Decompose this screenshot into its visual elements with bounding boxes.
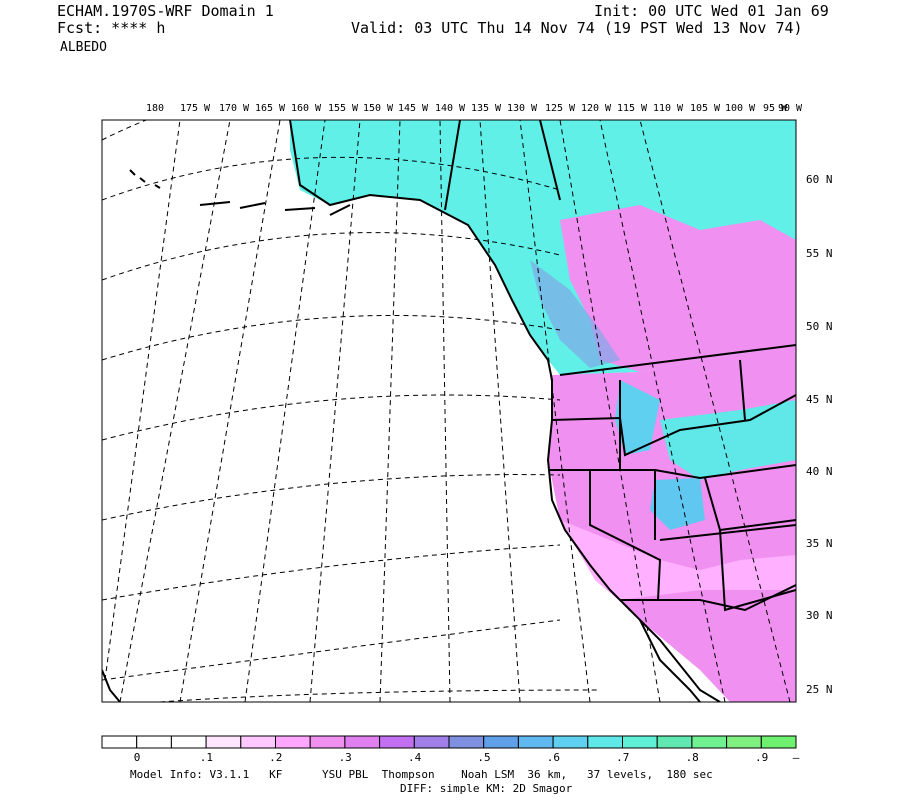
colorbar-label: .9: [754, 751, 769, 764]
colorbar-label: .7: [616, 751, 630, 764]
colorbar-cell: [622, 735, 658, 749]
coastline: [102, 120, 721, 702]
lat-label: 30 N: [806, 609, 833, 622]
colorbar-cell: [517, 735, 554, 749]
colorbar-label: .3: [338, 751, 352, 764]
land-prairie-magenta: [560, 205, 796, 372]
colorbar-label: –: [792, 751, 800, 764]
colorbar-cell: [656, 735, 693, 749]
lon-label: 170 W: [219, 103, 250, 114]
lat-label: 35 N: [806, 537, 833, 550]
lon-label: 135 W: [471, 103, 502, 114]
colorbar-label: .2: [269, 751, 283, 764]
lat-label: 40 N: [806, 465, 833, 478]
land-idaho-cyan: [615, 380, 660, 455]
lon-label: 90 W: [778, 103, 803, 114]
colorbar-label: .1: [199, 751, 214, 764]
colorbar-cell: [552, 735, 589, 749]
colorbar: [101, 735, 797, 749]
lat-label: 50 N: [806, 320, 833, 333]
lon-label: 180: [146, 103, 164, 114]
colorbar-cell: [205, 735, 242, 749]
colorbar-cell: [240, 735, 277, 749]
longitude-labels: 180 175 W 170 W 165 W 160 W 155 W 150 W 145 W 14…: [146, 103, 803, 114]
init-time: Init: 00 UTC Wed 01 Jan 69: [594, 2, 829, 20]
political-borders: [444, 120, 796, 612]
map-frame: [101, 119, 797, 703]
valid-time: Valid: 03 UTC Thu 14 Nov 74 (19 PST Wed …: [351, 19, 803, 37]
colorbar-cell: [379, 735, 415, 749]
colorbar-cell: [344, 735, 381, 749]
lon-label: 165 W: [255, 103, 286, 114]
graticule: [102, 120, 791, 702]
model-title: ECHAM.1970S-WRF Domain 1: [57, 2, 274, 20]
land-utah-cyan: [650, 478, 705, 530]
land-mexico: [620, 590, 796, 702]
lon-label: 95 W: [763, 103, 788, 114]
colorbar-cell: [760, 735, 797, 749]
lon-label: 140 W: [435, 103, 466, 114]
lon-label: 130 W: [507, 103, 538, 114]
colorbar-cell: [136, 735, 172, 749]
colorbar-label: .5: [477, 751, 491, 764]
lon-label: 125 W: [545, 103, 576, 114]
field-name: ALBEDO: [60, 40, 107, 55]
colorbar-label: 0: [133, 751, 141, 764]
lon-label: 100 W: [725, 103, 756, 114]
lon-label: 150 W: [363, 103, 394, 114]
lon-label: 145 W: [398, 103, 429, 114]
latitude-labels: 60 N 55 N 50 N 45 N 40 N 35 N 30 N 25 N: [806, 173, 833, 696]
lat-label: 25 N: [806, 683, 833, 696]
lat-label: 60 N: [806, 173, 833, 186]
colorbar-label: .8: [685, 751, 699, 764]
gulf-of-california: [640, 620, 730, 702]
lon-label: 110 W: [653, 103, 684, 114]
colorbar-label: .4: [407, 751, 422, 764]
colorbar-cell: [413, 735, 450, 749]
land-coastal-band: [530, 260, 620, 368]
colorbar-cell: [691, 735, 728, 749]
colorbar-cell: [275, 735, 311, 749]
lon-label: 115 W: [617, 103, 648, 114]
lon-label: 105 W: [690, 103, 721, 114]
lon-label: 160 W: [291, 103, 322, 114]
forecast-hour: Fcst: **** h: [57, 19, 166, 37]
lat-label: 55 N: [806, 247, 833, 260]
colorbar-cell: [309, 735, 346, 749]
colorbar-cell: [170, 735, 207, 749]
lon-label: 120 W: [581, 103, 612, 114]
colorbar-cell: [483, 735, 519, 749]
lat-label: 45 N: [806, 393, 833, 406]
colorbar-cell: [587, 735, 623, 749]
lon-label: 175 W: [180, 103, 211, 114]
land-rockies-cyan: [660, 400, 796, 480]
colorbar-cell: [448, 735, 485, 749]
diff-info: DIFF: simple KM: 2D Smagor: [400, 782, 573, 795]
colorbar-cell: [101, 735, 138, 749]
model-info: Model Info: V3.1.1 KF YSU PBL Thompson N…: [130, 768, 713, 781]
colorbar-label: .6: [546, 751, 561, 764]
colorbar-cell: [726, 735, 762, 749]
lon-label: 155 W: [328, 103, 359, 114]
